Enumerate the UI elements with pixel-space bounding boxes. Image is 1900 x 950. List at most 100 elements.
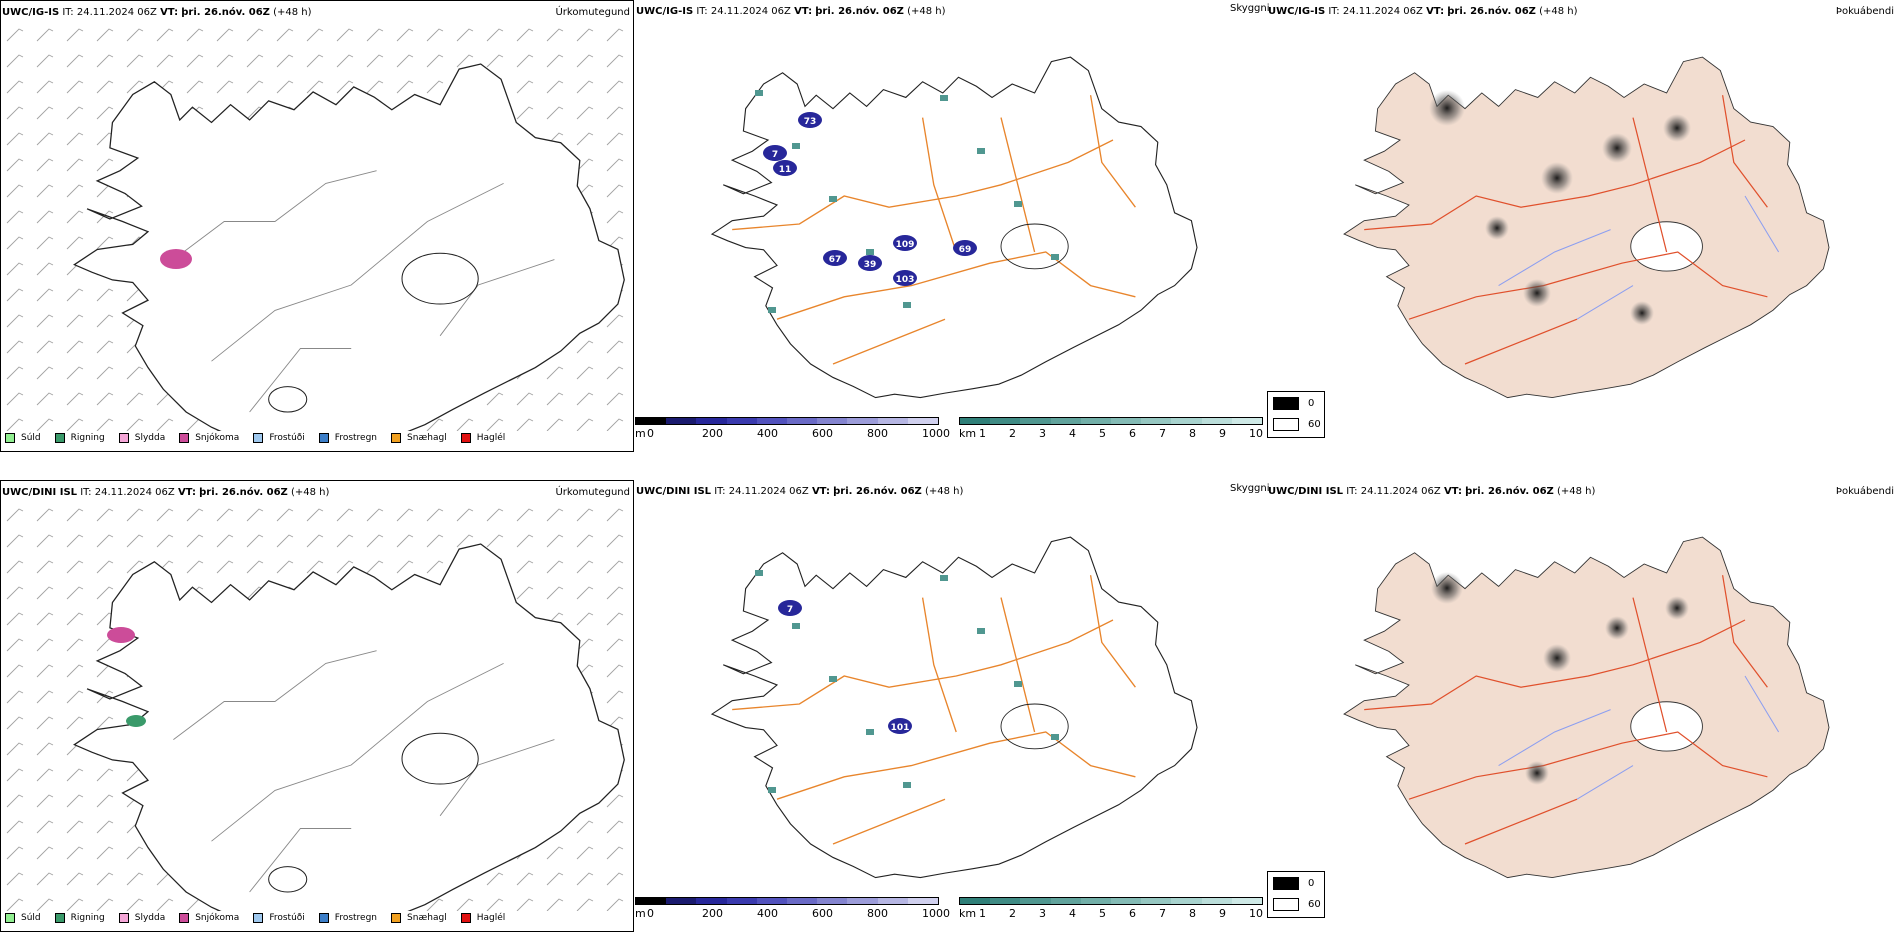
cloud-base-label: 69 bbox=[959, 245, 972, 255]
precip-legend-item: Haglél bbox=[460, 433, 505, 443]
cloud-area bbox=[798, 112, 822, 128]
vt-label: VT: bbox=[160, 7, 179, 18]
ceiling-tick: 800 bbox=[867, 427, 888, 440]
precip-legend-item: Slydda bbox=[118, 913, 165, 923]
precip-legend-item: Rigning bbox=[54, 433, 105, 443]
precip-type-panel: UWC/IG-IS IT: 24.11.2024 06Z VT: þri. 26… bbox=[0, 0, 634, 452]
visibility-area bbox=[755, 90, 763, 96]
legend-label: Snjókoma bbox=[195, 913, 240, 923]
colorbar-step bbox=[1171, 898, 1202, 904]
legend-swatch bbox=[391, 433, 402, 443]
legend-swatch bbox=[54, 433, 65, 443]
colorbar-step bbox=[696, 898, 727, 904]
fog-area bbox=[1605, 616, 1629, 640]
precip-area-snow bbox=[160, 249, 192, 269]
visibility-area bbox=[1014, 681, 1022, 687]
colorbar-step bbox=[1201, 418, 1232, 424]
legend-swatch bbox=[5, 433, 15, 443]
legend-label: Frostúði bbox=[269, 433, 305, 443]
visibility-area bbox=[829, 676, 837, 682]
visibility-tick: 7 bbox=[1159, 907, 1166, 920]
ceiling-unit: m bbox=[635, 427, 646, 440]
it-label: IT: bbox=[696, 6, 708, 17]
panel-header: UWC/IG-IS IT: 24.11.2024 06Z VT: þri. 26… bbox=[636, 6, 946, 17]
model-name: UWC/IG-IS bbox=[2, 7, 60, 18]
cloud-base-label: 103 bbox=[896, 275, 915, 285]
legend-swatch bbox=[5, 913, 15, 923]
visibility-tick: 5 bbox=[1099, 907, 1106, 920]
visibility-panel: UWC/IG-IS IT: 24.11.2024 06Z VT: þri. 26… bbox=[635, 0, 1270, 452]
colorbar-step bbox=[756, 418, 788, 424]
vt-label: VT: bbox=[811, 486, 830, 497]
precip-legend-item: Snæhagl bbox=[391, 433, 447, 443]
ceiling-tick: 400 bbox=[757, 907, 778, 920]
model-name: UWC/DINI ISL bbox=[636, 486, 712, 497]
visibility-tick: 10 bbox=[1249, 427, 1263, 440]
fog-panel: UWC/IG-IS IT: 24.11.2024 06Z VT: þri. 26… bbox=[1267, 0, 1900, 452]
visibility-area bbox=[977, 148, 985, 154]
colorbar-step bbox=[1020, 418, 1051, 424]
fog-area bbox=[1543, 644, 1571, 672]
precip-legend-item: Snjókoma bbox=[179, 433, 239, 443]
ceiling-tick: 800 bbox=[867, 907, 888, 920]
ceiling-tick: 600 bbox=[812, 427, 833, 440]
colorbar-step bbox=[1050, 898, 1081, 904]
precip-map bbox=[1, 21, 633, 431]
fog-key-swatch-low bbox=[1273, 877, 1299, 890]
cloud-area bbox=[763, 145, 787, 161]
cloud-base-label: 7 bbox=[787, 605, 793, 615]
precip-area-rain bbox=[126, 715, 146, 727]
visibility-area bbox=[792, 143, 800, 149]
precip-legend-item: Súld bbox=[5, 913, 41, 923]
ceiling-tick: 600 bbox=[812, 907, 833, 920]
panel-header: UWC/DINI ISL IT: 24.11.2024 06Z VT: þri.… bbox=[2, 487, 329, 498]
colorbar-step bbox=[1231, 898, 1263, 904]
vt-value: þri. 26.nóv. 06Z bbox=[1465, 486, 1554, 497]
colorbar-step bbox=[1050, 418, 1081, 424]
it-label: IT: bbox=[1328, 6, 1340, 17]
visibility-title: Skyggni bbox=[1230, 483, 1270, 494]
ceiling-tick: 200 bbox=[702, 907, 723, 920]
visibility-tick: 9 bbox=[1219, 427, 1226, 440]
visibility-panel: UWC/DINI ISL IT: 24.11.2024 06Z VT: þri.… bbox=[635, 480, 1270, 932]
visibility-tick: 6 bbox=[1129, 427, 1136, 440]
fog-area bbox=[1431, 572, 1463, 604]
colorbar-step bbox=[847, 898, 878, 904]
precip-legend-item: Snæhagl bbox=[391, 913, 447, 923]
visibility-area bbox=[866, 729, 874, 735]
precip-legend-item: Frostregn bbox=[318, 913, 377, 923]
fog-title: Þokuábendi bbox=[1835, 6, 1894, 17]
colorbar-step bbox=[1141, 418, 1172, 424]
visibility-unit: km bbox=[959, 427, 977, 440]
vt-value: þri. 26.nóv. 06Z bbox=[181, 7, 270, 18]
model-name: UWC/IG-IS bbox=[636, 6, 694, 17]
visibility-area bbox=[755, 570, 763, 576]
fog-key-label-high: 60 bbox=[1308, 899, 1321, 910]
panel-header: UWC/IG-IS IT: 24.11.2024 06Z VT: þri. 26… bbox=[2, 7, 312, 18]
visibility-tick: 3 bbox=[1039, 427, 1046, 440]
colorbar-step bbox=[990, 898, 1021, 904]
cloud-area bbox=[823, 250, 847, 266]
precip-legend-item: Haglél bbox=[460, 913, 505, 923]
visibility-area bbox=[792, 623, 800, 629]
panel-header: UWC/DINI ISL IT: 24.11.2024 06Z VT: þri.… bbox=[636, 486, 963, 497]
fog-area bbox=[1485, 216, 1509, 240]
precip-type-panel: UWC/DINI ISL IT: 24.11.2024 06Z VT: þri.… bbox=[0, 480, 634, 932]
ceiling-tick: 0 bbox=[647, 427, 654, 440]
colorbar-step bbox=[1111, 418, 1142, 424]
legend-label: Súld bbox=[21, 433, 41, 443]
legend-label: Frostregn bbox=[334, 433, 378, 443]
model-name: UWC/DINI ISL bbox=[2, 487, 78, 498]
panel-header: UWC/DINI ISL IT: 24.11.2024 06Z VT: þri.… bbox=[1268, 486, 1595, 497]
legend-swatch bbox=[179, 433, 190, 443]
visibility-tick: 6 bbox=[1129, 907, 1136, 920]
cloud-base-label: 109 bbox=[896, 240, 915, 250]
model-name: UWC/IG-IS bbox=[1268, 6, 1326, 17]
vt-label: VT: bbox=[177, 487, 196, 498]
colorbar-step bbox=[877, 418, 908, 424]
legend-swatch bbox=[253, 433, 264, 443]
cloud-base-label: 7 bbox=[772, 150, 778, 160]
panel-header: UWC/IG-IS IT: 24.11.2024 06Z VT: þri. 26… bbox=[1268, 6, 1578, 17]
it-label: IT: bbox=[714, 486, 726, 497]
colorbar-step bbox=[756, 898, 788, 904]
